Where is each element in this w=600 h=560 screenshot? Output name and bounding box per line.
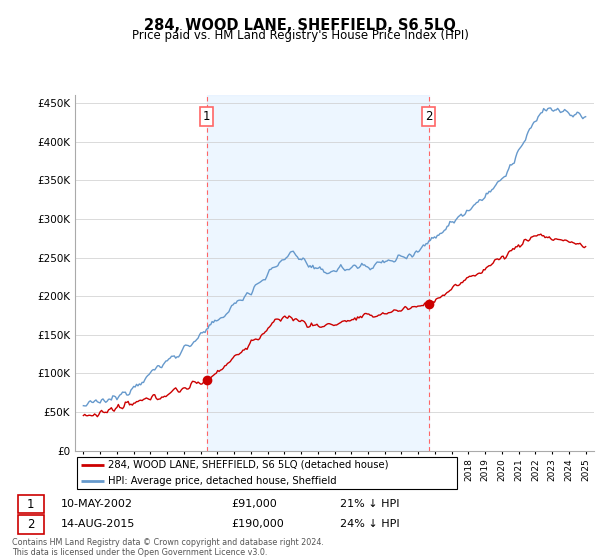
Text: 284, WOOD LANE, SHEFFIELD, S6 5LQ: 284, WOOD LANE, SHEFFIELD, S6 5LQ	[144, 18, 456, 33]
FancyBboxPatch shape	[18, 495, 44, 514]
Text: 21% ↓ HPI: 21% ↓ HPI	[340, 499, 400, 509]
Bar	[207, 95, 428, 451]
Text: Price paid vs. HM Land Registry's House Price Index (HPI): Price paid vs. HM Land Registry's House …	[131, 29, 469, 42]
FancyBboxPatch shape	[77, 456, 457, 489]
Text: 1: 1	[27, 498, 34, 511]
Text: £190,000: £190,000	[231, 519, 284, 529]
Text: 14-AUG-2015: 14-AUG-2015	[61, 519, 136, 529]
Text: 10-MAY-2002: 10-MAY-2002	[61, 499, 133, 509]
Text: 24% ↓ HPI: 24% ↓ HPI	[340, 519, 400, 529]
FancyBboxPatch shape	[18, 515, 44, 534]
Text: Contains HM Land Registry data © Crown copyright and database right 2024.
This d: Contains HM Land Registry data © Crown c…	[12, 538, 324, 557]
Text: 2: 2	[27, 518, 34, 531]
Text: 1: 1	[203, 110, 211, 123]
Text: 2: 2	[425, 110, 433, 123]
Text: HPI: Average price, detached house, Sheffield: HPI: Average price, detached house, Shef…	[107, 475, 336, 486]
Text: 284, WOOD LANE, SHEFFIELD, S6 5LQ (detached house): 284, WOOD LANE, SHEFFIELD, S6 5LQ (detac…	[107, 460, 388, 470]
Text: £91,000: £91,000	[231, 499, 277, 509]
